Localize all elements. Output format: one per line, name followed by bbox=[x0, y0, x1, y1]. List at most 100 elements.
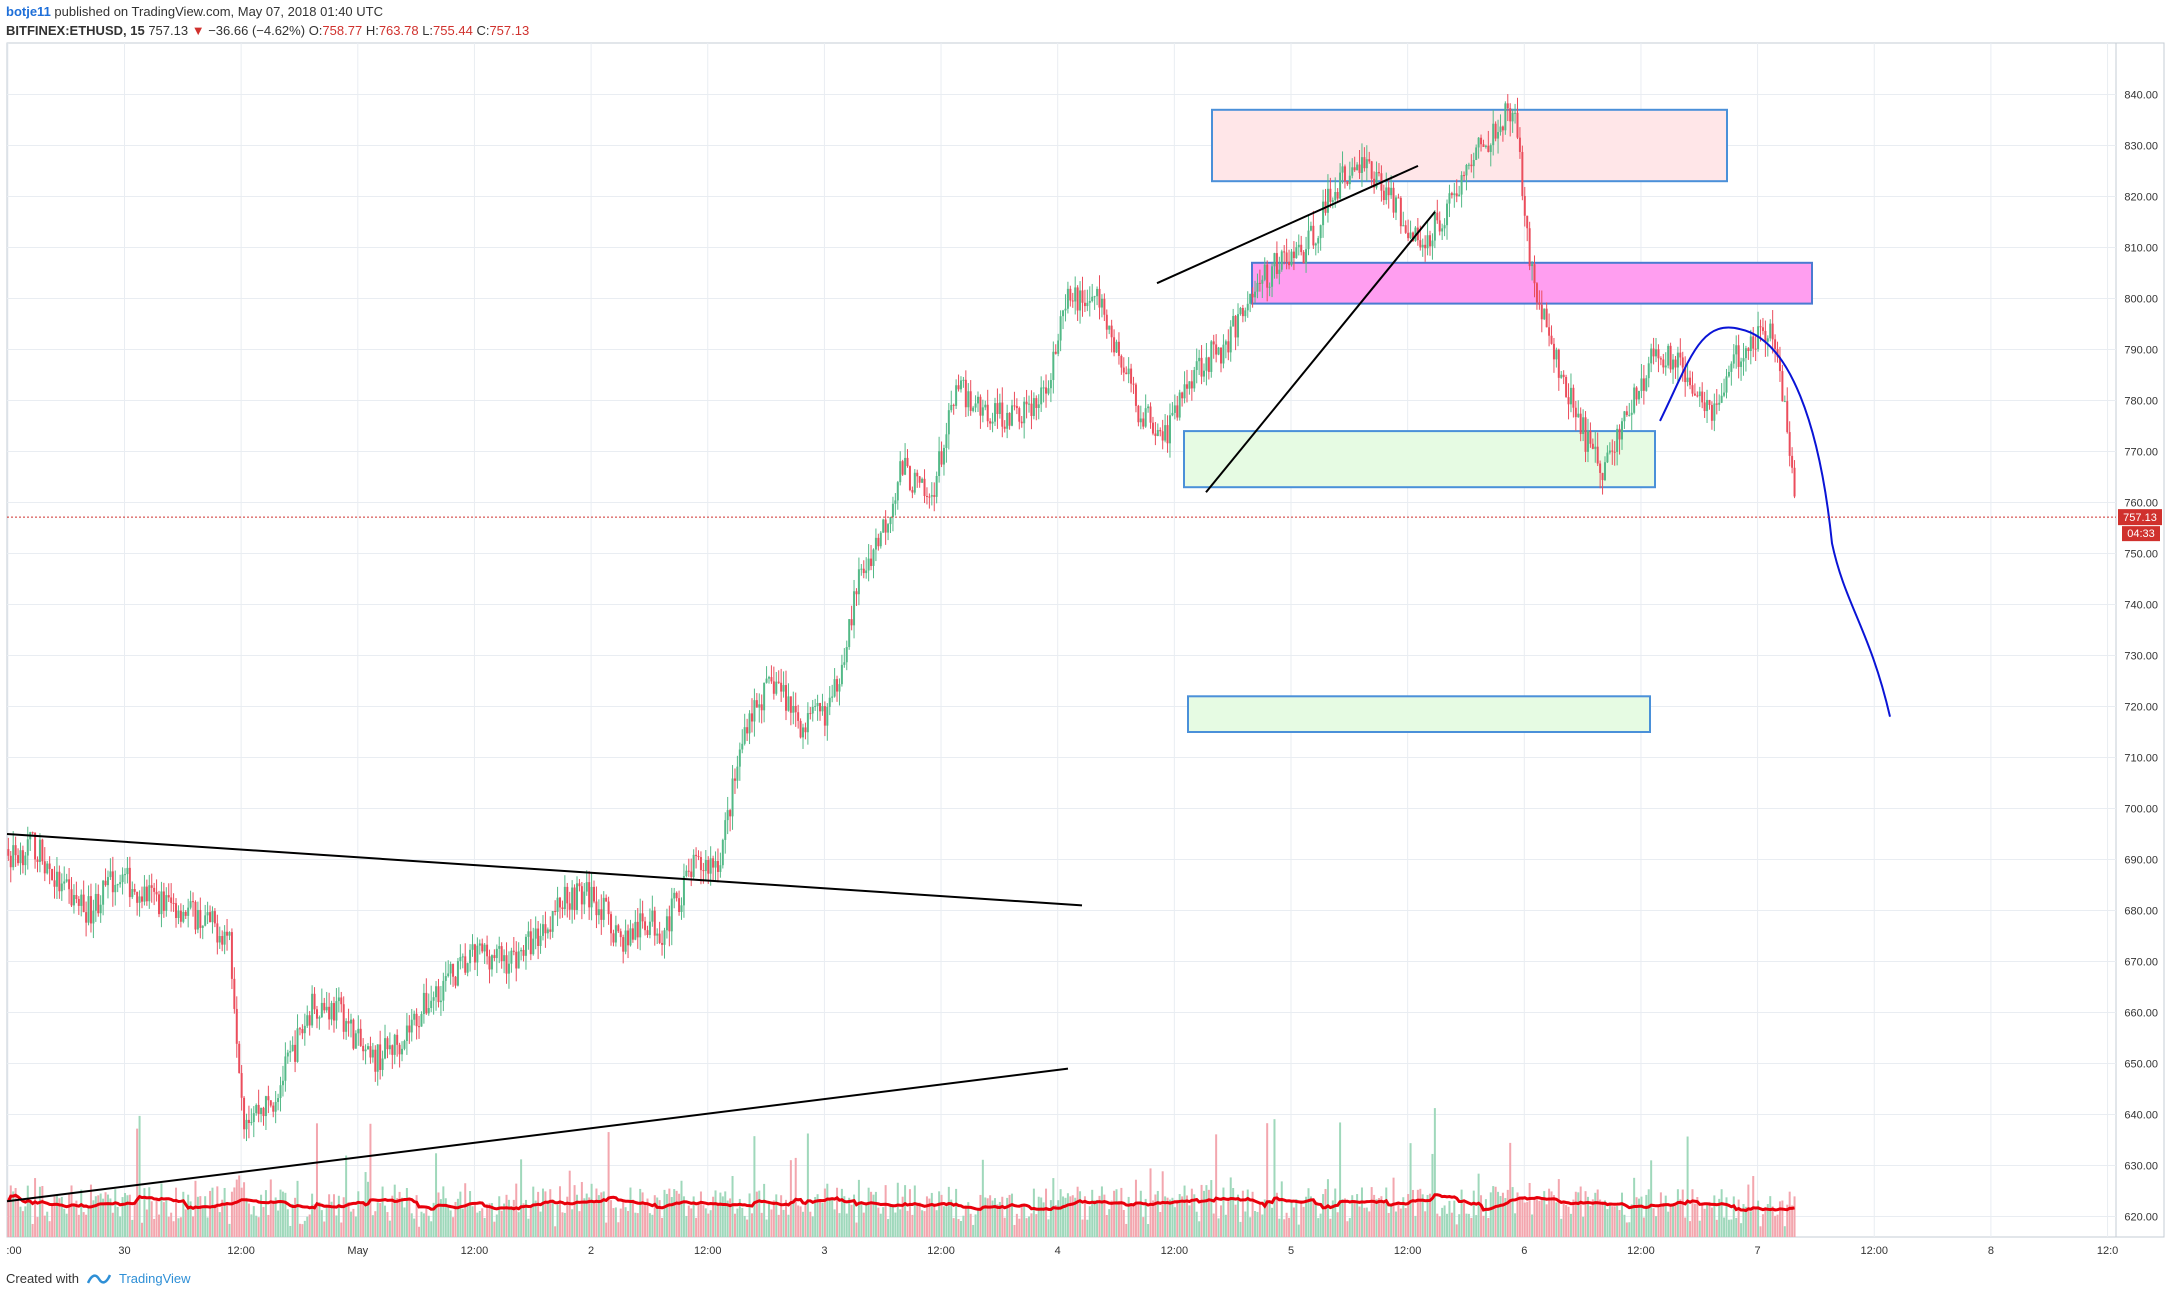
volume-bar bbox=[277, 1210, 280, 1237]
volume-bar bbox=[182, 1191, 185, 1237]
volume-bar bbox=[53, 1196, 56, 1237]
candle-body bbox=[1560, 374, 1563, 378]
candle-body bbox=[675, 892, 678, 899]
volume-bar bbox=[1669, 1206, 1672, 1237]
candle-body bbox=[136, 891, 139, 903]
candle-body bbox=[1142, 418, 1145, 427]
volume-bar bbox=[464, 1183, 467, 1237]
candle-body bbox=[981, 407, 984, 416]
candle-body bbox=[255, 1104, 258, 1114]
volume-bar bbox=[819, 1201, 822, 1237]
candle-body bbox=[1132, 383, 1135, 385]
volume-bar bbox=[262, 1206, 265, 1237]
candle-body bbox=[994, 403, 997, 422]
candle-body bbox=[729, 810, 732, 817]
volume-bar bbox=[1674, 1205, 1677, 1237]
candle-body bbox=[996, 403, 999, 414]
candle-body bbox=[1134, 384, 1137, 406]
volume-bar bbox=[544, 1191, 547, 1237]
candle-body bbox=[1480, 137, 1483, 145]
volume-bar bbox=[908, 1189, 911, 1237]
volume-bar bbox=[1679, 1199, 1682, 1237]
volume-bar bbox=[1086, 1219, 1089, 1237]
candle-body bbox=[233, 978, 236, 1009]
volume-bar bbox=[1290, 1202, 1293, 1237]
volume-bar bbox=[879, 1213, 882, 1237]
candle-body bbox=[1151, 422, 1154, 434]
volume-bar bbox=[787, 1214, 790, 1237]
volume-bar bbox=[1659, 1192, 1662, 1237]
candle-body bbox=[357, 1028, 360, 1034]
author-link[interactable]: botje11 bbox=[6, 4, 51, 19]
volume-bar bbox=[967, 1202, 970, 1237]
y-tick-label: 770.00 bbox=[2124, 447, 2158, 459]
volume-bar bbox=[736, 1208, 739, 1237]
candle-body bbox=[1314, 243, 1317, 246]
candle-body bbox=[354, 1033, 357, 1049]
volume-bar bbox=[1292, 1207, 1295, 1237]
candle-body bbox=[1346, 181, 1349, 185]
volume-bar bbox=[1732, 1196, 1735, 1237]
candle-body bbox=[850, 619, 853, 626]
volume-bar bbox=[527, 1218, 530, 1237]
candle-body bbox=[1642, 378, 1645, 391]
volume-bar bbox=[245, 1197, 248, 1237]
volume-bar bbox=[14, 1188, 17, 1237]
candle-body bbox=[1752, 336, 1755, 349]
candle-body bbox=[1275, 253, 1278, 274]
tradingview-brand[interactable]: TradingView bbox=[118, 1270, 191, 1286]
volume-bar bbox=[177, 1218, 180, 1237]
volume-bar bbox=[352, 1208, 355, 1237]
candle-body bbox=[571, 887, 574, 910]
candle-body bbox=[19, 850, 22, 864]
volume-bar bbox=[724, 1191, 727, 1237]
volume-bar bbox=[398, 1191, 401, 1237]
candle-body bbox=[1263, 264, 1266, 280]
volume-bar bbox=[731, 1176, 734, 1237]
candle-body bbox=[1647, 363, 1650, 379]
volume-bar bbox=[1548, 1188, 1551, 1237]
candle-body bbox=[1404, 225, 1407, 233]
volume-bar bbox=[1402, 1197, 1405, 1237]
candle-body bbox=[1436, 212, 1439, 221]
volume-bar bbox=[298, 1223, 301, 1237]
candle-body bbox=[228, 932, 231, 936]
volume-bar bbox=[1353, 1200, 1356, 1237]
volume-bar bbox=[1283, 1219, 1286, 1237]
volume-bar bbox=[1229, 1177, 1232, 1237]
candle-body bbox=[1730, 363, 1733, 372]
candle-body bbox=[802, 727, 805, 738]
candle-body bbox=[221, 936, 224, 945]
candle-body bbox=[753, 700, 756, 722]
volume-bar bbox=[408, 1197, 411, 1237]
candle-body bbox=[1351, 167, 1354, 176]
candle-body bbox=[1392, 187, 1395, 213]
candle-body bbox=[1586, 431, 1589, 452]
volume-bar bbox=[65, 1213, 68, 1237]
candle-body bbox=[1657, 349, 1660, 359]
volume-bar bbox=[1363, 1207, 1366, 1237]
volume-bar bbox=[1715, 1219, 1718, 1237]
volume-bar bbox=[1489, 1192, 1492, 1237]
candle-body bbox=[918, 476, 921, 483]
volume-bar bbox=[279, 1189, 282, 1237]
volume-bar bbox=[1710, 1207, 1713, 1237]
candle-body bbox=[685, 870, 688, 877]
y-tick-label: 760.00 bbox=[2124, 498, 2158, 510]
volume-bar bbox=[1006, 1197, 1009, 1237]
volume-bar bbox=[493, 1221, 496, 1237]
candle-body bbox=[1159, 430, 1162, 432]
x-tick-label: 4 bbox=[1055, 1245, 1061, 1257]
volume-bar bbox=[1766, 1204, 1769, 1237]
volume-bar bbox=[799, 1206, 802, 1237]
candle-body bbox=[85, 912, 88, 923]
volume-bar bbox=[1501, 1192, 1504, 1237]
volume-bar bbox=[733, 1213, 736, 1237]
candle-body bbox=[527, 931, 530, 937]
candle-body bbox=[1037, 404, 1040, 408]
candle-body bbox=[1091, 296, 1094, 301]
candle-body bbox=[486, 944, 489, 957]
candle-body bbox=[1477, 137, 1480, 148]
candle-body bbox=[763, 682, 766, 711]
